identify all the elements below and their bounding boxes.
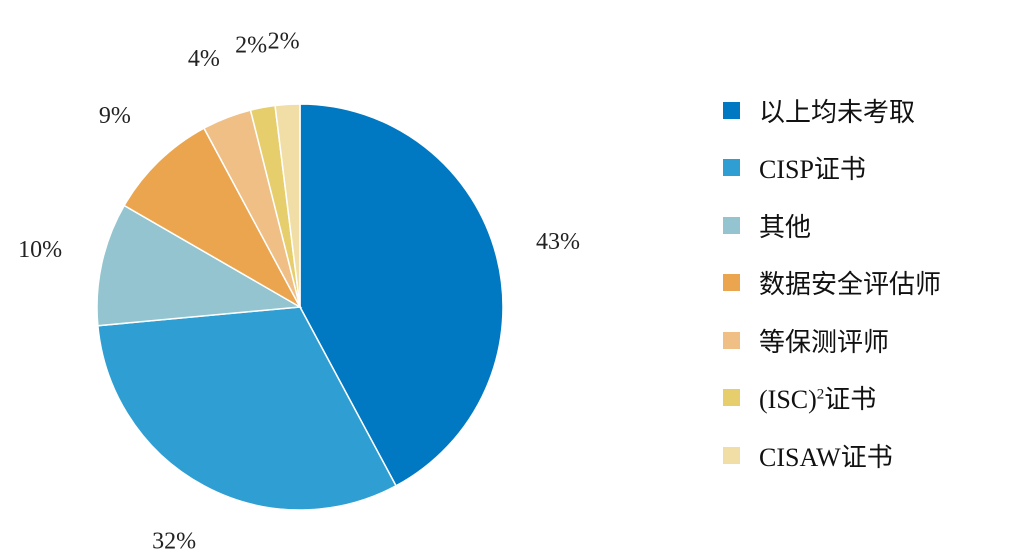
legend-item-cisaw: CISAW证书 xyxy=(723,438,1008,474)
pie-data-label: 2% xyxy=(268,29,300,55)
legend-swatch xyxy=(723,331,740,349)
pie-data-label: 9% xyxy=(99,103,131,129)
pie-slice xyxy=(123,127,302,309)
legend-item-mlps-assessor: 等保测评师 xyxy=(723,322,1008,358)
legend-swatch xyxy=(723,389,740,407)
legend-label: CISAW证书 xyxy=(759,443,893,473)
pie-labels: 43% 32% 10% 9% 4% 2% 2% xyxy=(18,29,580,555)
pie-data-label: 2% xyxy=(235,33,267,59)
pie-data-label: 32% xyxy=(152,528,196,554)
legend-label: CISP证书 xyxy=(759,155,866,185)
pie-data-label: 4% xyxy=(188,46,220,72)
legend-label-prefix: (ISC) xyxy=(759,385,817,415)
legend-label: 等保测评师 xyxy=(759,327,890,357)
legend-swatch xyxy=(723,274,740,292)
legend-swatch xyxy=(723,159,740,177)
legend-label: 数据安全评估师 xyxy=(759,270,942,300)
legend-item-isc2: (ISC)2证书 xyxy=(723,380,1008,416)
legend-item-cisp: CISP证书 xyxy=(723,150,1008,186)
legend-item-data-security-assessor: 数据安全评估师 xyxy=(723,265,1008,301)
legend-label: 以上均未考取 xyxy=(759,97,916,127)
pie-data-label: 43% xyxy=(536,229,580,255)
pie-data-label: 10% xyxy=(18,237,62,263)
pie-slice xyxy=(274,103,301,308)
pie-slice xyxy=(97,306,398,511)
legend-swatch xyxy=(723,216,740,234)
legend-item-other: 其他 xyxy=(723,207,1008,243)
chart-legend: 以上均未考取 CISP证书 其他 数据安全评估师 等保测评师 (ISC)2证书 … xyxy=(723,92,1008,495)
pie-slices xyxy=(96,103,504,511)
legend-label-superscript: 2 xyxy=(816,386,825,403)
pie-slice xyxy=(299,103,504,487)
legend-label: (ISC)2证书 xyxy=(759,379,876,416)
legend-item-none-obtained: 以上均未考取 xyxy=(723,92,1008,128)
legend-label: 其他 xyxy=(759,212,812,242)
legend-label-suffix: 证书 xyxy=(824,385,877,415)
pie-slice xyxy=(96,204,303,327)
legend-swatch xyxy=(723,447,740,465)
legend-swatch xyxy=(723,101,740,119)
